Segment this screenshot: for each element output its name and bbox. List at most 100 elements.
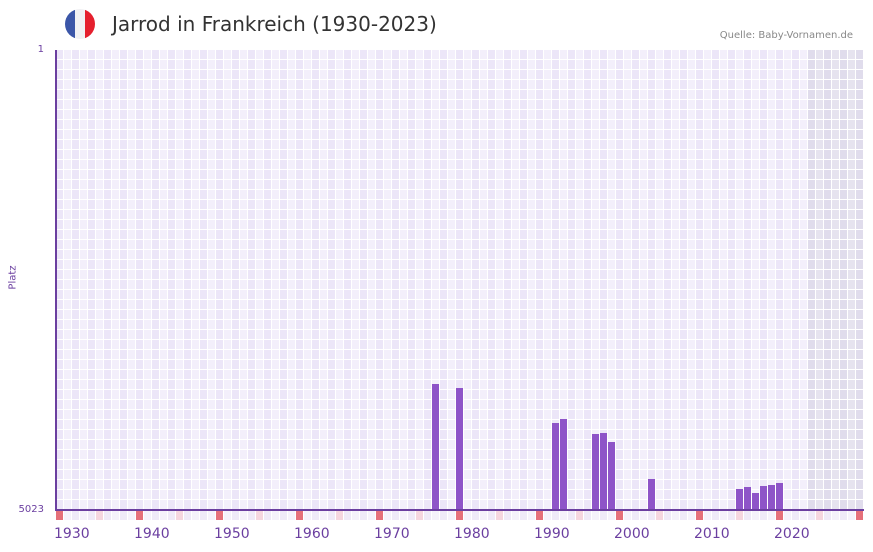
year-markers (56, 511, 864, 520)
year-marker (792, 511, 799, 520)
year-marker (432, 511, 439, 520)
year-marker (136, 511, 143, 520)
year-marker (520, 511, 527, 520)
year-marker (688, 511, 695, 520)
year-marker (440, 511, 447, 520)
year-marker (512, 511, 519, 520)
chart-title: Jarrod in Frankreich (1930-2023) (112, 12, 437, 36)
year-marker (720, 511, 727, 520)
year-marker (336, 511, 343, 520)
x-tick-label: 1940 (134, 526, 170, 542)
year-marker (392, 511, 399, 520)
year-marker (144, 511, 151, 520)
year-marker (816, 511, 823, 520)
bar-1999[interactable] (608, 442, 615, 510)
bar-1992[interactable] (552, 422, 559, 510)
x-tick-label: 1960 (294, 526, 330, 542)
year-marker (448, 511, 455, 520)
plot-area (56, 50, 864, 510)
year-marker (576, 511, 583, 520)
bar-1997[interactable] (592, 433, 599, 510)
year-marker (104, 511, 111, 520)
bar-2015[interactable] (736, 489, 743, 510)
year-marker (360, 511, 367, 520)
year-marker (224, 511, 231, 520)
x-tick-label: 1930 (54, 526, 90, 542)
x-tick-label: 2000 (614, 526, 650, 542)
year-marker (480, 511, 487, 520)
year-marker (656, 511, 663, 520)
year-marker (712, 511, 719, 520)
year-marker (376, 511, 383, 520)
year-marker (328, 511, 335, 520)
year-marker (856, 511, 863, 520)
year-marker (200, 511, 207, 520)
bar-2004[interactable] (648, 479, 655, 510)
bar-2020[interactable] (776, 482, 783, 510)
y-tick-top: 1 (37, 44, 44, 55)
bar-1980[interactable] (456, 388, 463, 510)
year-marker (176, 511, 183, 520)
year-marker (696, 511, 703, 520)
year-marker (88, 511, 95, 520)
year-marker (808, 511, 815, 520)
year-marker (504, 511, 511, 520)
year-marker (304, 511, 311, 520)
year-marker (128, 511, 135, 520)
year-marker (400, 511, 407, 520)
bar-2018[interactable] (760, 486, 767, 510)
year-marker (672, 511, 679, 520)
year-marker (192, 511, 199, 520)
year-marker (624, 511, 631, 520)
year-marker (560, 511, 567, 520)
year-marker (752, 511, 759, 520)
bar-1993[interactable] (560, 418, 567, 510)
year-marker (288, 511, 295, 520)
year-marker (344, 511, 351, 520)
year-marker (120, 511, 127, 520)
year-marker (784, 511, 791, 520)
year-marker (768, 511, 775, 520)
year-marker (352, 511, 359, 520)
year-marker (744, 511, 751, 520)
year-marker (264, 511, 271, 520)
year-marker (840, 511, 847, 520)
x-tick-label: 1990 (534, 526, 570, 542)
year-marker (632, 511, 639, 520)
year-marker (736, 511, 743, 520)
x-axis-line (55, 509, 864, 511)
year-marker (664, 511, 671, 520)
year-marker (424, 511, 431, 520)
year-marker (592, 511, 599, 520)
year-marker (272, 511, 279, 520)
year-marker (568, 511, 575, 520)
year-marker (232, 511, 239, 520)
year-marker (760, 511, 767, 520)
y-axis-label: Platz (7, 265, 19, 290)
year-marker (648, 511, 655, 520)
year-marker (168, 511, 175, 520)
year-marker (240, 511, 247, 520)
year-marker (384, 511, 391, 520)
year-marker (584, 511, 591, 520)
year-marker (96, 511, 103, 520)
x-tick-label: 1980 (454, 526, 490, 542)
year-marker (72, 511, 79, 520)
bar-1977[interactable] (432, 384, 439, 510)
bar-2016[interactable] (744, 487, 751, 510)
year-marker (80, 511, 87, 520)
bar-2019[interactable] (768, 485, 775, 510)
year-marker (456, 511, 463, 520)
year-marker (216, 511, 223, 520)
bar-2017[interactable] (752, 493, 759, 510)
year-marker (704, 511, 711, 520)
year-marker (56, 511, 63, 520)
year-marker (184, 511, 191, 520)
year-marker (728, 511, 735, 520)
year-marker (112, 511, 119, 520)
bar-1998[interactable] (600, 432, 607, 510)
year-marker (296, 511, 303, 520)
year-marker (248, 511, 255, 520)
year-marker (536, 511, 543, 520)
year-marker (528, 511, 535, 520)
